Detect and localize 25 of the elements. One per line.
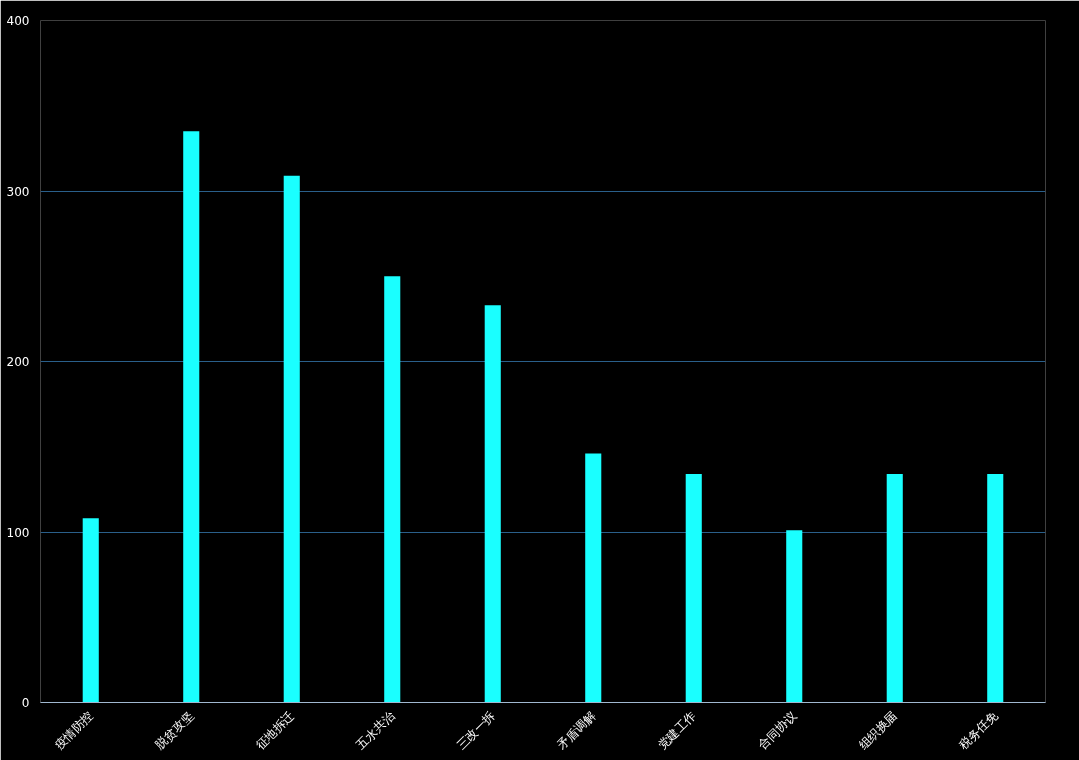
x-tick-label: 合同协议 [755, 708, 800, 753]
x-tick-label: 脱贫攻坚 [152, 708, 197, 753]
bar [585, 453, 602, 703]
x-tick-label: 疫情防控 [51, 708, 96, 753]
y-tick-label: 0 [21, 696, 30, 710]
x-tick-label: 征地拆迁 [252, 708, 297, 753]
x-tick-label: 三改一拆 [453, 708, 498, 753]
x-tick-label: 税务任免 [956, 708, 1001, 753]
bar [987, 474, 1004, 703]
bar [183, 131, 200, 703]
y-tick-label: 100 [6, 525, 30, 540]
x-tick-label: 组织换届 [855, 708, 900, 753]
x-tick-label: 党建工作 [654, 708, 699, 753]
bar [685, 474, 702, 703]
x-tick-label: 五水共治 [353, 708, 398, 753]
y-tick-label: 400 [6, 14, 30, 28]
y-tick-label: 300 [6, 184, 30, 199]
bar [82, 518, 99, 703]
x-tick-label: 矛盾调解 [554, 708, 599, 753]
bar [384, 276, 401, 703]
bar [786, 530, 803, 703]
bar [484, 305, 501, 703]
bar [886, 474, 903, 703]
y-tick-label: 200 [6, 355, 30, 369]
bar [283, 175, 300, 703]
